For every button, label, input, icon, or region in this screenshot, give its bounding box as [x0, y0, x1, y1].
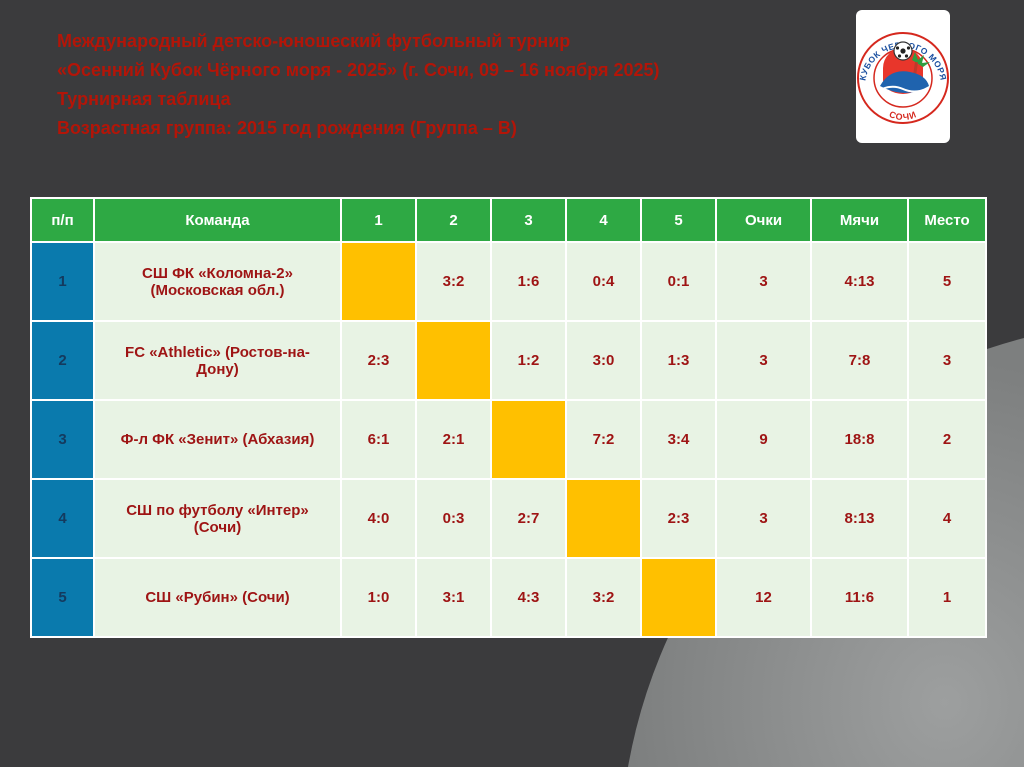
match-score-cell: 1:2 [490, 320, 567, 401]
goals-cell: 8:13 [810, 478, 909, 559]
match-score-cell: 0:4 [565, 241, 642, 322]
points-cell: 9 [715, 399, 812, 480]
col-header-points: Очки [715, 197, 812, 243]
match-score-cell: 3:0 [565, 320, 642, 401]
table-header-row: п/п Команда 1 2 3 4 5 Очки Мячи Место [30, 197, 987, 243]
team-name-cell: СШ «Рубин» (Сочи) [93, 557, 342, 638]
self-match-cell [565, 478, 642, 559]
match-score-cell: 7:2 [565, 399, 642, 480]
points-cell: 3 [715, 478, 812, 559]
match-score-cell: 1:3 [640, 320, 717, 401]
self-match-cell [340, 241, 417, 322]
match-score-cell: 4:0 [340, 478, 417, 559]
place-cell: 2 [907, 399, 987, 480]
match-score-cell: 3:4 [640, 399, 717, 480]
self-match-cell [415, 320, 492, 401]
logo-emblem-art [879, 41, 930, 94]
match-score-cell: 3:2 [415, 241, 492, 322]
points-cell: 3 [715, 320, 812, 401]
match-score-cell: 1:6 [490, 241, 567, 322]
logo-ring-text-bottom: СОЧИ [888, 109, 918, 122]
match-score-cell: 0:1 [640, 241, 717, 322]
match-score-cell: 2:1 [415, 399, 492, 480]
col-header-2: 2 [415, 197, 492, 243]
table-row: 5 СШ «Рубин» (Сочи) 1:0 3:1 4:3 3:2 12 11:6 1 [30, 557, 987, 638]
match-score-cell: 4:3 [490, 557, 567, 638]
place-cell: 3 [907, 320, 987, 401]
table-row: 3 Ф-л ФК «Зенит» (Абхазия) 6:1 2:1 7:2 3:4 9 18… [30, 399, 987, 480]
goals-cell: 18:8 [810, 399, 909, 480]
row-number-cell: 1 [30, 241, 95, 322]
match-score-cell: 3:2 [565, 557, 642, 638]
self-match-cell [640, 557, 717, 638]
col-header-1: 1 [340, 197, 417, 243]
col-header-place: Место [907, 197, 987, 243]
title-line-2: «Осенний Кубок Чёрного моря - 2025» (г. … [57, 60, 660, 80]
match-score-cell: 1:0 [340, 557, 417, 638]
row-number-cell: 3 [30, 399, 95, 480]
place-cell: 1 [907, 557, 987, 638]
self-match-cell [490, 399, 567, 480]
match-score-cell: 2:7 [490, 478, 567, 559]
col-header-3: 3 [490, 197, 567, 243]
tournament-logo: КУБОК ЧЕРНОГО МОРЯ СОЧИ [856, 10, 950, 143]
col-header-num: п/п [30, 197, 95, 243]
match-score-cell: 6:1 [340, 399, 417, 480]
table-row: 2 FC «Athletic» (Ростов-на-Дону) 2:3 1:2 3:0… [30, 320, 987, 401]
svg-text:СОЧИ: СОЧИ [888, 109, 919, 122]
match-score-cell: 2:3 [340, 320, 417, 401]
title-line-1: Международный детско-юношеский футбольны… [57, 31, 571, 51]
slide-title: Международный детско-юношеский футбольны… [57, 27, 660, 143]
match-score-cell: 3:1 [415, 557, 492, 638]
row-number-cell: 4 [30, 478, 95, 559]
results-table-body: 1 СШ ФК «Коломна-2» (Московская обл.) 3:2 1… [30, 241, 987, 638]
goals-cell: 4:13 [810, 241, 909, 322]
row-number-cell: 2 [30, 320, 95, 401]
title-line-3: Турнирная таблица [57, 89, 231, 109]
match-score-cell: 0:3 [415, 478, 492, 559]
team-name-cell: СШ по футболу «Интер» (Сочи) [93, 478, 342, 559]
soccer-ball-icon [893, 41, 913, 61]
place-cell: 5 [907, 241, 987, 322]
match-score-cell: 2:3 [640, 478, 717, 559]
title-line-4: Возрастная группа: 2015 год рождения (Гр… [57, 118, 517, 138]
points-cell: 12 [715, 557, 812, 638]
goals-cell: 11:6 [810, 557, 909, 638]
points-cell: 3 [715, 241, 812, 322]
table-row: 1 СШ ФК «Коломна-2» (Московская обл.) 3:2 1… [30, 241, 987, 322]
goals-cell: 7:8 [810, 320, 909, 401]
col-header-team: Команда [93, 197, 342, 243]
col-header-goals: Мячи [810, 197, 909, 243]
place-cell: 4 [907, 478, 987, 559]
team-name-cell: СШ ФК «Коломна-2» (Московская обл.) [93, 241, 342, 322]
col-header-4: 4 [565, 197, 642, 243]
team-name-cell: FC «Athletic» (Ростов-на-Дону) [93, 320, 342, 401]
team-name-cell: Ф-л ФК «Зенит» (Абхазия) [93, 399, 342, 480]
row-number-cell: 5 [30, 557, 95, 638]
col-header-5: 5 [640, 197, 717, 243]
table-row: 4 СШ по футболу «Интер» (Сочи) 4:0 0:3 2:7 2:… [30, 478, 987, 559]
